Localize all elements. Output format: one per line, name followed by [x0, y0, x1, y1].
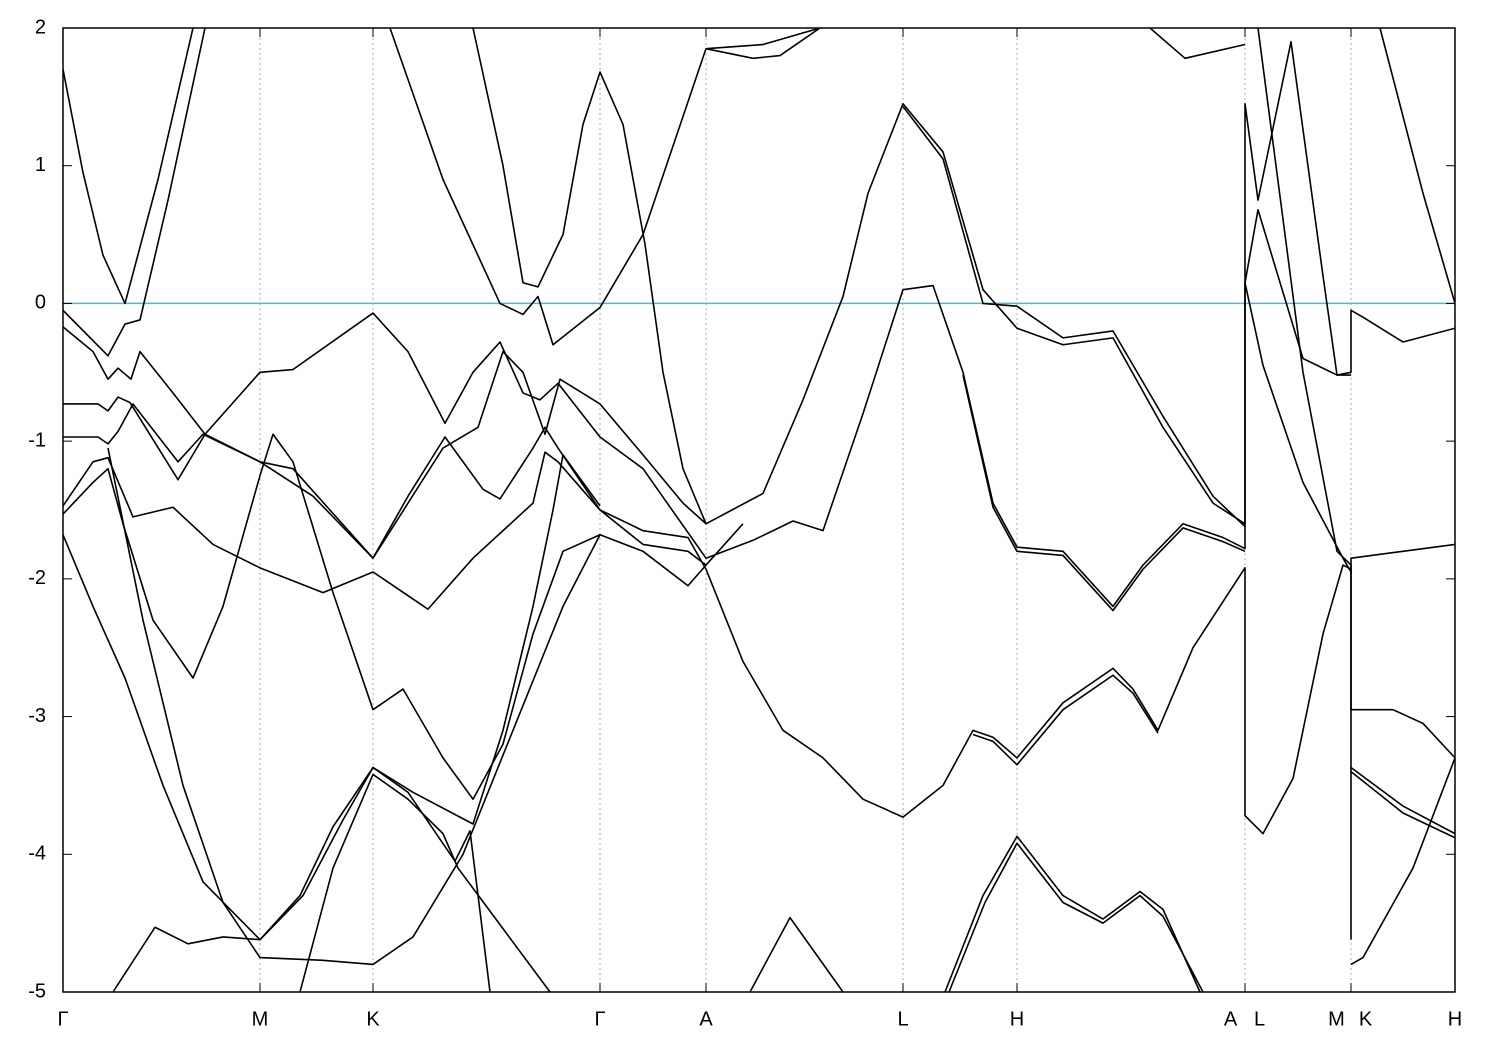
band	[112, 766, 491, 992]
band	[63, 454, 601, 941]
x-tick-label: M	[1328, 1008, 1345, 1030]
x-tick-label: A	[699, 1008, 713, 1030]
band	[1257, 28, 1352, 940]
band	[1379, 28, 1455, 304]
band	[63, 451, 744, 610]
x-tick-label: Γ	[57, 1008, 68, 1030]
band	[962, 374, 1246, 612]
x-tick-label: A	[1224, 1008, 1238, 1030]
band	[1350, 771, 1455, 839]
y-tick-label: -4	[28, 843, 46, 865]
band	[63, 28, 194, 305]
x-tick-label: K	[1359, 1008, 1373, 1030]
y-tick-label: -3	[28, 705, 46, 727]
y-tick-label: -1	[28, 429, 46, 451]
band	[472, 28, 707, 525]
x-tick-label: M	[252, 1008, 269, 1030]
band	[1350, 757, 1455, 966]
y-tick-label: 0	[35, 292, 46, 314]
plot-area	[63, 28, 1455, 992]
x-tick-label: H	[1448, 1008, 1462, 1030]
band	[1350, 766, 1455, 835]
band	[944, 835, 1201, 992]
y-tick-label: 1	[35, 154, 46, 176]
plot-frame	[62, 27, 1456, 993]
band	[107, 447, 601, 966]
band	[948, 842, 1204, 992]
band	[1149, 28, 1246, 60]
x-tick-label: L	[1254, 1008, 1265, 1030]
y-tick-label: 2	[35, 16, 46, 38]
band	[749, 916, 844, 992]
x-tick-label: Γ	[594, 1008, 605, 1030]
band	[972, 674, 1159, 766]
x-tick-label: L	[897, 1008, 908, 1030]
band	[63, 403, 1455, 835]
band	[1244, 208, 1351, 376]
band	[705, 28, 821, 60]
band	[63, 433, 707, 800]
band	[902, 106, 1246, 528]
band	[389, 28, 821, 346]
band	[299, 773, 551, 992]
y-tick-label: -2	[28, 567, 46, 589]
band	[63, 28, 206, 357]
y-tick-label: -5	[28, 980, 46, 1002]
x-tick-label: H	[1010, 1008, 1024, 1030]
x-tick-label: K	[366, 1008, 380, 1030]
